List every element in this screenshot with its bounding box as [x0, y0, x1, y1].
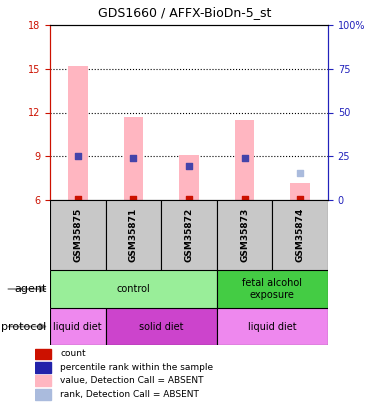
Bar: [290, 183, 310, 200]
Text: GSM35874: GSM35874: [296, 208, 305, 262]
Point: [131, 155, 137, 162]
Point: [186, 196, 192, 202]
Text: rank, Detection Call = ABSENT: rank, Detection Call = ABSENT: [60, 390, 199, 399]
Point: [131, 196, 137, 202]
Point: [242, 196, 248, 202]
Bar: [68, 66, 88, 200]
Text: GSM35875: GSM35875: [73, 208, 82, 262]
Bar: [217, 200, 272, 270]
Bar: [105, 200, 161, 270]
Text: solid diet: solid diet: [139, 322, 184, 332]
Text: GDS1660 / AFFX-BioDn-5_st: GDS1660 / AFFX-BioDn-5_st: [98, 6, 272, 19]
Point: [75, 196, 81, 202]
Text: GSM35871: GSM35871: [129, 208, 138, 262]
Text: GSM35873: GSM35873: [240, 208, 249, 262]
Point: [186, 162, 192, 169]
Text: value, Detection Call = ABSENT: value, Detection Call = ABSENT: [60, 376, 204, 385]
Point: [242, 155, 248, 162]
Bar: [161, 200, 217, 270]
Text: GSM35872: GSM35872: [185, 208, 194, 262]
Bar: [35, 389, 51, 400]
Bar: [50, 200, 105, 270]
Text: count: count: [60, 350, 86, 358]
Bar: [272, 200, 328, 270]
Bar: [35, 362, 51, 373]
Text: protocol: protocol: [1, 322, 46, 332]
Text: liquid diet: liquid diet: [248, 322, 297, 332]
Bar: [124, 117, 143, 200]
Point: [297, 196, 303, 202]
Bar: [235, 120, 254, 200]
Text: fetal alcohol
exposure: fetal alcohol exposure: [242, 278, 302, 300]
Bar: [50, 308, 105, 345]
Bar: [217, 308, 328, 345]
Text: percentile rank within the sample: percentile rank within the sample: [60, 363, 213, 372]
Bar: [35, 375, 51, 386]
Bar: [179, 155, 199, 200]
Text: control: control: [117, 284, 150, 294]
Bar: [105, 308, 217, 345]
Bar: [50, 270, 217, 308]
Point: [297, 170, 303, 176]
Text: agent: agent: [14, 284, 46, 294]
Point: [75, 152, 81, 159]
Text: liquid diet: liquid diet: [54, 322, 102, 332]
Bar: [35, 349, 51, 359]
Bar: [217, 270, 328, 308]
